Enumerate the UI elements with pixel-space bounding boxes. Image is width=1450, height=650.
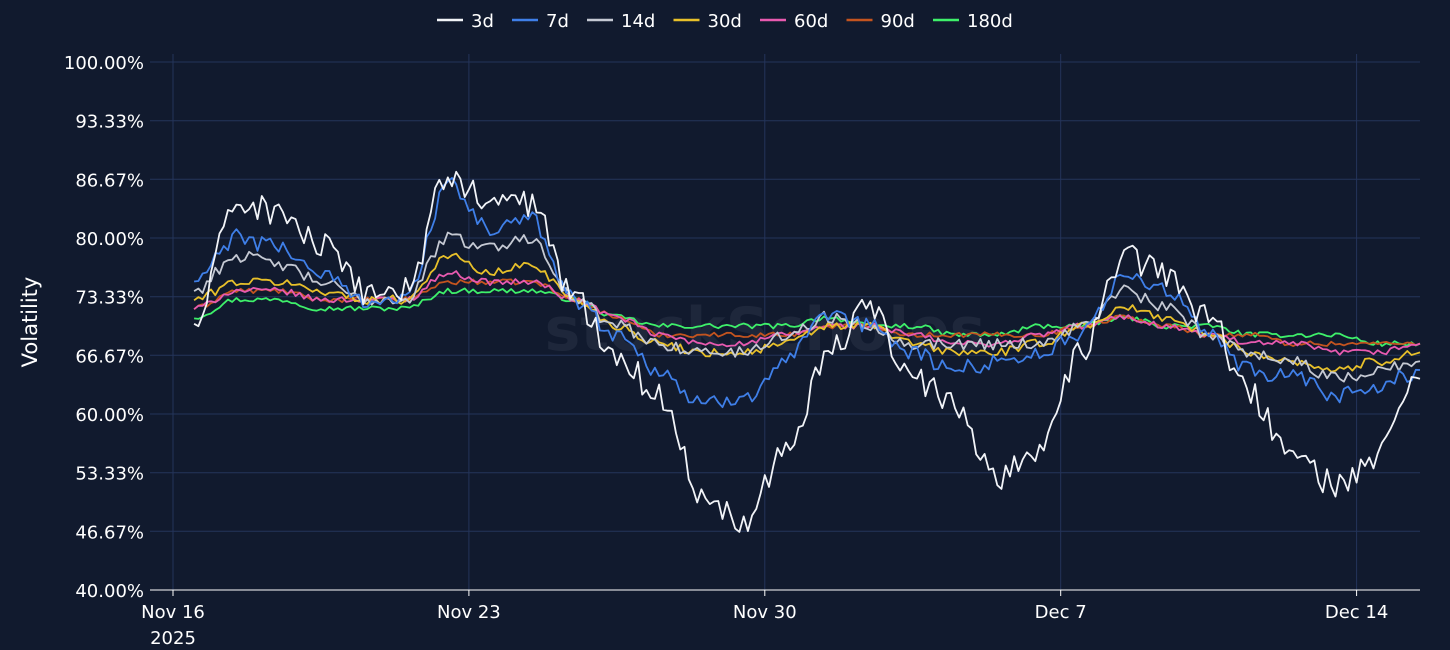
x-tick-sublabel: 2025 (150, 628, 196, 649)
y-tick-label: 73.33% (75, 288, 144, 309)
legend-label: 60d (794, 11, 828, 32)
legend-label: 90d (881, 11, 915, 32)
legend: 3d 7d 14d 30d 60d 90d 180d (437, 11, 1013, 32)
series-line-7d (193, 177, 1421, 409)
y-tick-label: 93.33% (75, 112, 144, 133)
y-tick-label: 100.00% (64, 53, 144, 74)
legend-label: 14d (621, 11, 655, 32)
x-tick-label: Dec 14 (1325, 602, 1388, 623)
series-lines (193, 170, 1421, 533)
series-line-3d (193, 170, 1421, 533)
legend-item-7d[interactable]: 7d (512, 11, 569, 32)
y-tick-label: 80.00% (75, 229, 144, 250)
y-axis-title: Volatility (18, 277, 42, 368)
legend-item-90d[interactable]: 90d (846, 11, 915, 32)
legend-item-3d[interactable]: 3d (437, 11, 494, 32)
y-tick-label: 86.67% (75, 170, 144, 191)
x-axis-ticks: Nov 16 2025 Nov 23 Nov 30 Dec 7 Dec 14 (141, 589, 1420, 649)
legend-label: 30d (708, 11, 742, 32)
x-tick-label: Nov 23 (437, 602, 501, 623)
y-tick-label: 46.67% (75, 522, 144, 543)
legend-label: 3d (471, 11, 494, 32)
y-tick-label: 40.00% (75, 581, 144, 602)
y-tick-label: 60.00% (75, 405, 144, 426)
legend-item-180d[interactable]: 180d (933, 11, 1013, 32)
y-tick-label: 53.33% (75, 464, 144, 485)
legend-label: 7d (546, 11, 569, 32)
x-tick-label: Nov 30 (733, 602, 797, 623)
series-line-180d (193, 287, 1421, 347)
x-tick-label: Nov 16 (141, 602, 205, 623)
legend-item-60d[interactable]: 60d (760, 11, 828, 32)
legend-label: 180d (967, 11, 1013, 32)
y-axis-ticks: 40.00% 46.67% 53.33% 60.00% 66.67% 73.33% 80.0… (64, 53, 144, 602)
y-tick-label: 66.67% (75, 346, 144, 367)
legend-item-14d[interactable]: 14d (587, 11, 655, 32)
legend-item-30d[interactable]: 30d (673, 11, 742, 32)
x-tick-label: Dec 7 (1035, 602, 1087, 623)
